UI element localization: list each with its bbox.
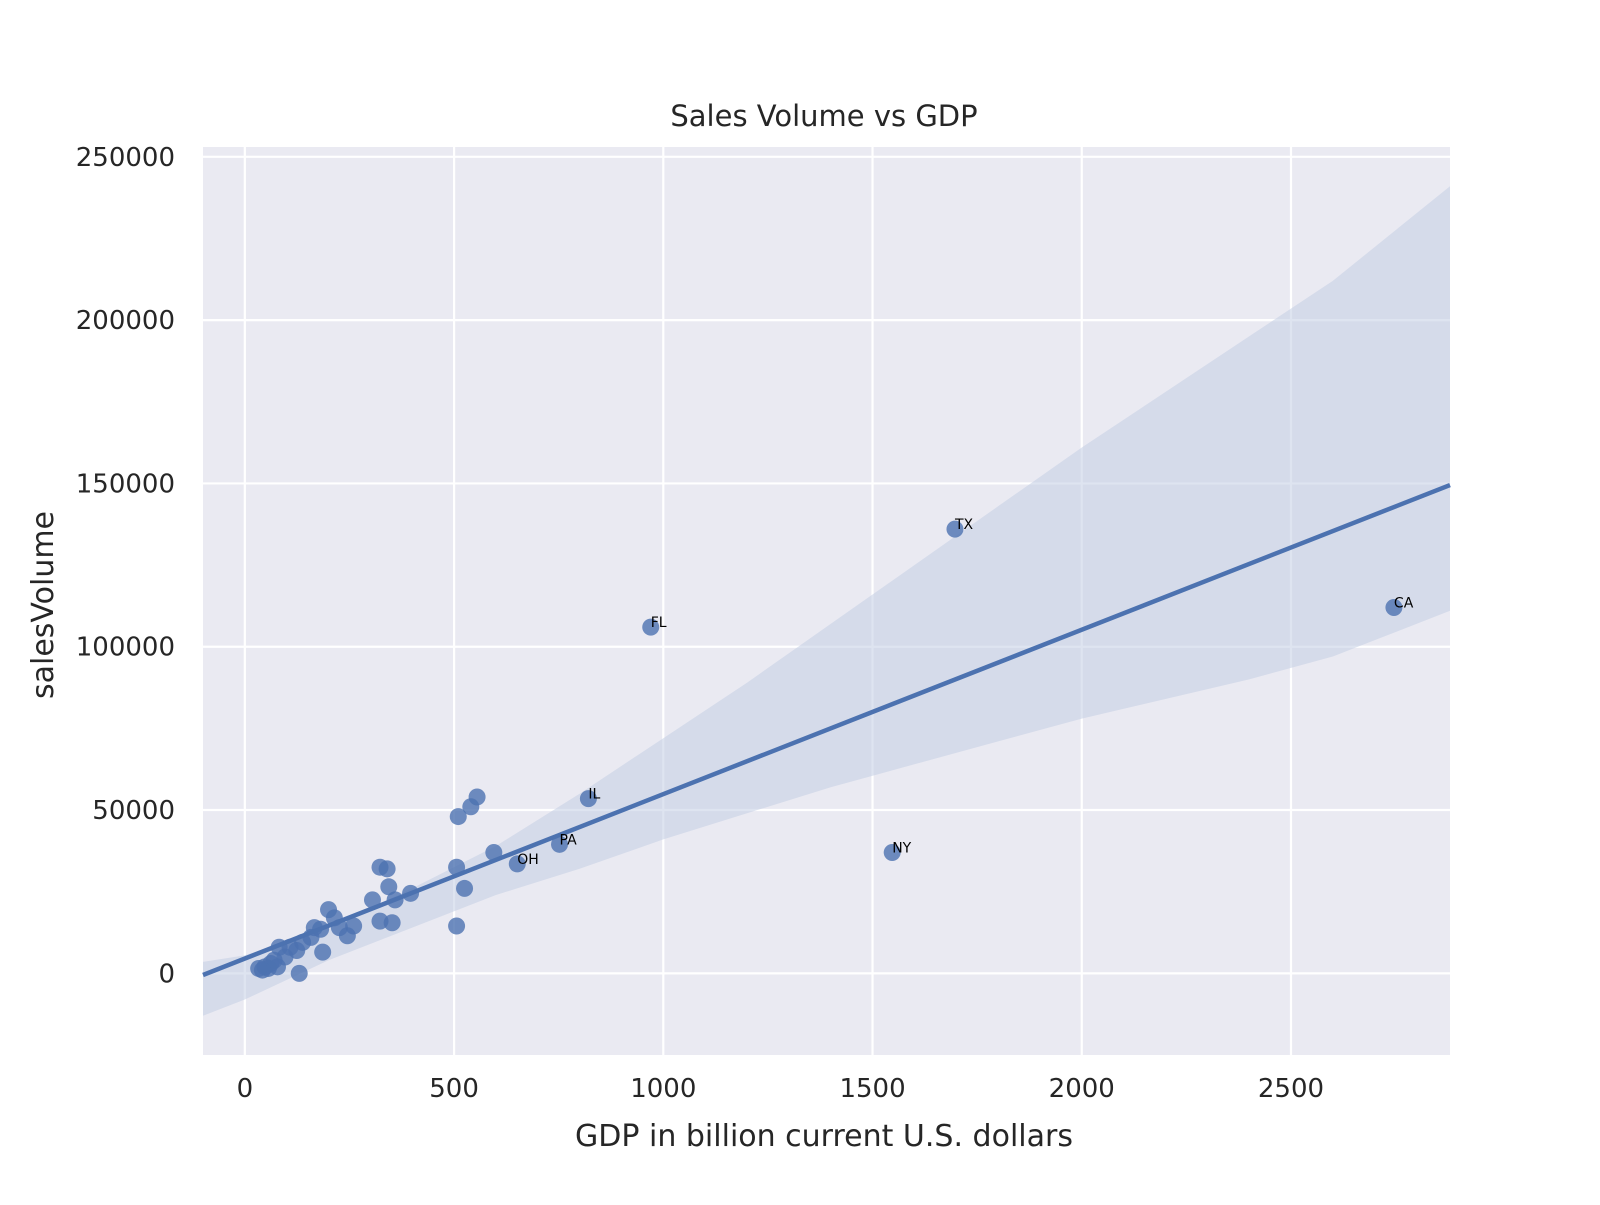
point-label: NY bbox=[892, 840, 911, 856]
y-tick-label: 150000 bbox=[76, 469, 175, 499]
data-point bbox=[363, 891, 381, 909]
y-tick-label: 200000 bbox=[76, 306, 175, 336]
data-point bbox=[371, 912, 389, 930]
point-label: FL bbox=[651, 615, 667, 631]
data-point bbox=[250, 959, 268, 977]
data-point bbox=[320, 901, 338, 919]
x-axis-label: GDP in billion current U.S. dollars bbox=[575, 1119, 1073, 1154]
x-tick-label: 2000 bbox=[1049, 1074, 1115, 1104]
data-point bbox=[290, 964, 308, 982]
point-label: CA bbox=[1394, 596, 1414, 612]
data-point bbox=[946, 520, 964, 538]
point-label: OH bbox=[517, 852, 539, 868]
data-point bbox=[642, 618, 660, 636]
point-label: IL bbox=[588, 787, 600, 803]
chart-title: Sales Volume vs GDP bbox=[670, 99, 977, 133]
data-point bbox=[449, 808, 467, 826]
data-point bbox=[1385, 599, 1403, 617]
y-tick-label: 0 bbox=[158, 959, 175, 989]
data-point bbox=[314, 943, 332, 961]
data-point bbox=[508, 855, 526, 873]
regression-line-layer bbox=[202, 482, 1451, 978]
x-tick-label: 1500 bbox=[839, 1074, 905, 1104]
x-tick-label: 2500 bbox=[1258, 1074, 1324, 1104]
regression-line bbox=[202, 482, 1451, 978]
point-label: PA bbox=[560, 832, 578, 848]
y-tick-label: 50000 bbox=[92, 796, 175, 826]
y-axis-label: salesVolume bbox=[26, 511, 61, 699]
data-point bbox=[456, 879, 474, 897]
data-point bbox=[883, 843, 901, 861]
data-point bbox=[380, 878, 398, 896]
data-points bbox=[250, 520, 1403, 982]
x-tick-label: 500 bbox=[429, 1074, 479, 1104]
point-label: TX bbox=[954, 517, 974, 533]
y-tick-label: 250000 bbox=[76, 143, 175, 173]
point-labels: CA TX NY FL IL PA OH bbox=[517, 517, 1413, 868]
data-point bbox=[371, 858, 389, 876]
x-tick-label: 0 bbox=[237, 1074, 254, 1104]
data-point bbox=[551, 835, 569, 853]
data-point bbox=[448, 917, 466, 935]
data-point bbox=[462, 798, 480, 816]
y-tick-labels: 0 50000 100000 150000 200000 250000 bbox=[76, 143, 175, 990]
x-tick-label: 1000 bbox=[630, 1074, 696, 1104]
y-tick-label: 100000 bbox=[76, 633, 175, 663]
data-point bbox=[579, 790, 597, 808]
x-tick-labels: 0 500 1000 1500 2000 2500 bbox=[237, 1074, 1325, 1104]
